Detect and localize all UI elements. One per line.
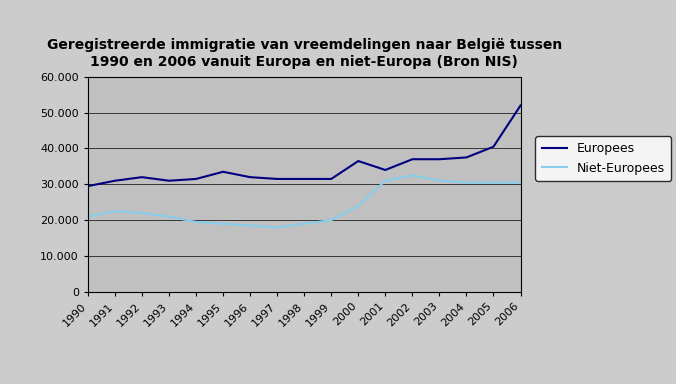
Niet-Europees <box>300 222 308 226</box>
Niet-Europees <box>462 180 470 185</box>
Niet-Europees <box>138 211 146 215</box>
Line: Niet-Europees: Niet-Europees <box>88 175 521 227</box>
Europees <box>408 157 416 162</box>
Niet-Europees <box>516 180 525 185</box>
Niet-Europees <box>273 225 281 230</box>
Europees <box>273 177 281 181</box>
Line: Europees: Europees <box>88 106 521 186</box>
Europees <box>435 157 443 162</box>
Legend: Europees, Niet-Europees: Europees, Niet-Europees <box>535 136 671 181</box>
Niet-Europees <box>489 180 498 185</box>
Europees <box>489 144 498 149</box>
Europees <box>192 177 200 181</box>
Europees <box>327 177 335 181</box>
Niet-Europees <box>354 204 362 208</box>
Europees <box>516 103 525 108</box>
Niet-Europees <box>381 179 389 183</box>
Title: Geregistreerde immigratie van vreemdelingen naar België tussen
1990 en 2006 vanu: Geregistreerde immigratie van vreemdelin… <box>47 38 562 69</box>
Europees <box>219 169 227 174</box>
Europees <box>165 179 173 183</box>
Europees <box>138 175 146 179</box>
Niet-Europees <box>327 218 335 222</box>
Niet-Europees <box>84 214 92 219</box>
Niet-Europees <box>165 214 173 219</box>
Niet-Europees <box>246 223 254 228</box>
Europees <box>354 159 362 163</box>
Niet-Europees <box>111 209 119 214</box>
Europees <box>462 155 470 160</box>
Europees <box>84 184 92 189</box>
Europees <box>111 179 119 183</box>
Europees <box>246 175 254 179</box>
Niet-Europees <box>435 179 443 183</box>
Niet-Europees <box>408 173 416 178</box>
Europees <box>300 177 308 181</box>
Niet-Europees <box>219 222 227 226</box>
Niet-Europees <box>192 220 200 224</box>
Europees <box>381 168 389 172</box>
